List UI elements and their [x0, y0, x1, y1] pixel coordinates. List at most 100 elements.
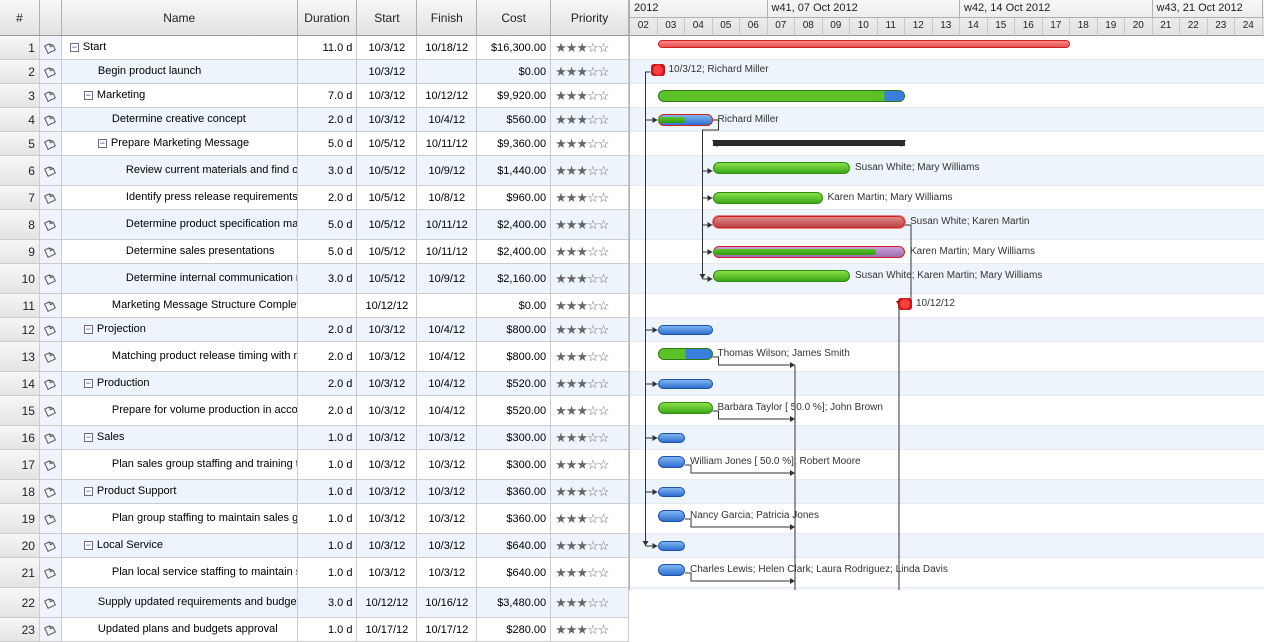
task-priority[interactable]: ★★★☆☆ — [551, 588, 629, 617]
task-start[interactable]: 10/5/12 — [357, 240, 417, 263]
task-priority[interactable]: ★★★☆☆ — [551, 60, 629, 83]
task-cost[interactable]: $300.00 — [477, 450, 551, 479]
task-cost[interactable]: $2,400.00 — [477, 240, 551, 263]
task-name[interactable]: −Product Support — [62, 480, 298, 503]
task-priority[interactable]: ★★★☆☆ — [551, 504, 629, 533]
gantt-bar[interactable] — [713, 140, 906, 146]
priority-stars[interactable]: ★★★☆☆ — [555, 484, 608, 500]
task-start[interactable]: 10/5/12 — [357, 210, 417, 239]
task-name[interactable]: −Local Service — [62, 534, 298, 557]
task-duration[interactable]: 1.0 d — [298, 558, 358, 587]
task-priority[interactable]: ★★★☆☆ — [551, 210, 629, 239]
col-header-info[interactable] — [40, 0, 62, 35]
task-priority[interactable]: ★★★☆☆ — [551, 342, 629, 371]
task-row[interactable]: 5−Prepare Marketing Message5.0 d10/5/121… — [0, 132, 629, 156]
task-row[interactable]: 1−Start11.0 d10/3/1210/18/12$16,300.00★★… — [0, 36, 629, 60]
task-start[interactable]: 10/3/12 — [357, 504, 417, 533]
gantt-bar[interactable]: Karen Martin; Mary Williams — [713, 192, 823, 204]
priority-stars[interactable]: ★★★☆☆ — [555, 136, 608, 152]
gantt-bar[interactable] — [658, 487, 686, 497]
task-start[interactable]: 10/3/12 — [357, 318, 417, 341]
gantt-bar[interactable] — [658, 541, 686, 551]
task-start[interactable]: 10/3/12 — [357, 450, 417, 479]
task-row[interactable]: 22Supply updated requirements and budget… — [0, 588, 629, 618]
task-duration[interactable]: 5.0 d — [298, 210, 358, 239]
task-finish[interactable]: 10/4/12 — [417, 318, 477, 341]
gantt-row[interactable]: Karen Martin; Mary Williams — [630, 240, 1264, 264]
task-row[interactable]: 23Updated plans and budgets approval1.0 … — [0, 618, 629, 642]
task-cost[interactable]: $640.00 — [477, 534, 551, 557]
gantt-row[interactable]: 10/12/12 — [630, 294, 1264, 318]
task-start[interactable]: 10/5/12 — [357, 156, 417, 185]
task-row[interactable]: 18−Product Support1.0 d10/3/1210/3/12$36… — [0, 480, 629, 504]
expand-toggle[interactable]: − — [84, 325, 93, 334]
expand-toggle[interactable]: − — [70, 43, 79, 52]
task-priority[interactable]: ★★★☆☆ — [551, 318, 629, 341]
task-finish[interactable]: 10/8/12 — [417, 186, 477, 209]
gantt-milestone[interactable]: 10/3/12; Richard Miller — [651, 64, 665, 76]
task-row[interactable]: 17Plan sales group staffing and training… — [0, 450, 629, 480]
task-priority[interactable]: ★★★☆☆ — [551, 186, 629, 209]
task-finish[interactable]: 10/18/12 — [417, 36, 477, 59]
task-finish[interactable]: 10/12/12 — [417, 84, 477, 107]
task-row[interactable]: 20−Local Service1.0 d10/3/1210/3/12$640.… — [0, 534, 629, 558]
expand-toggle[interactable]: − — [84, 541, 93, 550]
task-row[interactable]: 19Plan group staffing to maintain sales … — [0, 504, 629, 534]
task-cost[interactable]: $9,360.00 — [477, 132, 551, 155]
task-duration[interactable]: 5.0 d — [298, 240, 358, 263]
task-duration[interactable]: 3.0 d — [298, 156, 358, 185]
task-row[interactable]: 16−Sales1.0 d10/3/1210/3/12$300.00★★★☆☆ — [0, 426, 629, 450]
task-row[interactable]: 15Prepare for volume production in accor… — [0, 396, 629, 426]
gantt-bar[interactable] — [658, 90, 906, 102]
gantt-row[interactable] — [630, 372, 1264, 396]
task-cost[interactable]: $9,920.00 — [477, 84, 551, 107]
task-finish[interactable]: 10/3/12 — [417, 426, 477, 449]
gantt-bar[interactable]: Charles Lewis; Helen Clark; Laura Rodrig… — [658, 564, 686, 576]
task-duration[interactable] — [298, 294, 358, 317]
expand-toggle[interactable]: − — [84, 487, 93, 496]
task-row[interactable]: 3−Marketing7.0 d10/3/1210/12/12$9,920.00… — [0, 84, 629, 108]
priority-stars[interactable]: ★★★☆☆ — [555, 244, 608, 260]
priority-stars[interactable]: ★★★☆☆ — [555, 163, 608, 179]
gantt-row[interactable] — [630, 36, 1264, 60]
gantt-row[interactable]: Charles Lewis; Helen Clark; Laura Rodrig… — [630, 558, 1264, 588]
task-start[interactable]: 10/12/12 — [357, 588, 417, 617]
task-cost[interactable]: $640.00 — [477, 558, 551, 587]
task-row[interactable]: 10Determine internal communication needs… — [0, 264, 629, 294]
gantt-row[interactable]: Susan White; Mary Williams — [630, 156, 1264, 186]
task-finish[interactable] — [417, 60, 477, 83]
task-name[interactable]: Determine product specification material… — [62, 210, 298, 239]
task-priority[interactable]: ★★★☆☆ — [551, 558, 629, 587]
gantt-bar[interactable]: Susan White; Mary Williams — [713, 162, 851, 174]
task-finish[interactable] — [417, 294, 477, 317]
task-name[interactable]: Matching product release timing with mar… — [62, 342, 298, 371]
task-cost[interactable]: $16,300.00 — [477, 36, 551, 59]
task-row[interactable]: 13Matching product release timing with m… — [0, 342, 629, 372]
task-name[interactable]: Identify press release requirements — [62, 186, 298, 209]
task-priority[interactable]: ★★★☆☆ — [551, 84, 629, 107]
priority-stars[interactable]: ★★★☆☆ — [555, 403, 608, 419]
task-start[interactable]: 10/3/12 — [357, 342, 417, 371]
task-name[interactable]: −Projection — [62, 318, 298, 341]
task-finish[interactable]: 10/9/12 — [417, 264, 477, 293]
gantt-row[interactable]: Richard Miller — [630, 108, 1264, 132]
priority-stars[interactable]: ★★★☆☆ — [555, 217, 608, 233]
gantt-row[interactable]: Nancy Garcia; Patricia Jones — [630, 504, 1264, 534]
priority-stars[interactable]: ★★★☆☆ — [555, 322, 608, 338]
priority-stars[interactable]: ★★★☆☆ — [555, 64, 608, 80]
task-priority[interactable]: ★★★☆☆ — [551, 372, 629, 395]
task-duration[interactable]: 1.0 d — [298, 534, 358, 557]
priority-stars[interactable]: ★★★☆☆ — [555, 376, 608, 392]
priority-stars[interactable]: ★★★☆☆ — [555, 622, 608, 638]
task-cost[interactable]: $960.00 — [477, 186, 551, 209]
priority-stars[interactable]: ★★★☆☆ — [555, 349, 608, 365]
task-row[interactable]: 2Begin product launch10/3/12$0.00★★★☆☆ — [0, 60, 629, 84]
gantt-row[interactable] — [630, 480, 1264, 504]
priority-stars[interactable]: ★★★☆☆ — [555, 595, 608, 611]
task-name[interactable]: Plan local service staffing to maintain … — [62, 558, 298, 587]
task-priority[interactable]: ★★★☆☆ — [551, 240, 629, 263]
task-finish[interactable]: 10/3/12 — [417, 534, 477, 557]
task-duration[interactable]: 1.0 d — [298, 450, 358, 479]
gantt-row[interactable]: Barbara Taylor [ 50.0 %]; John Brown — [630, 396, 1264, 426]
task-name[interactable]: Determine creative concept — [62, 108, 298, 131]
